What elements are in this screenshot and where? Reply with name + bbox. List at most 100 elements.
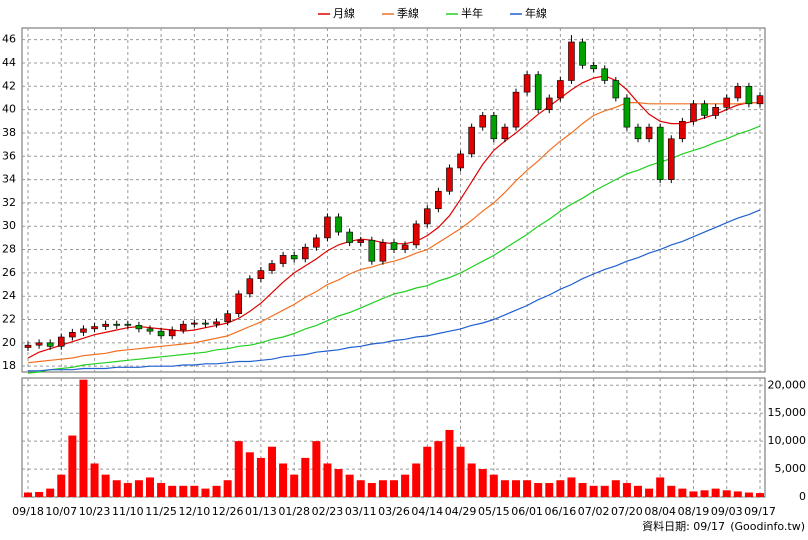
volume-bar	[578, 483, 587, 497]
y-tick-label: 34	[2, 173, 16, 186]
volume-bar	[667, 485, 676, 497]
candle-body	[257, 270, 265, 280]
volume-bar	[545, 483, 554, 497]
candle-body	[446, 167, 453, 192]
candle-body	[656, 126, 664, 180]
y-tick-label: 36	[2, 149, 16, 162]
volume-bar	[256, 457, 265, 497]
x-tick-label: 11/25	[145, 505, 177, 518]
candle-body	[235, 293, 243, 314]
x-tick-label: 01/13	[245, 505, 277, 518]
x-tick-label: 09/17	[744, 505, 776, 518]
candle-body	[268, 263, 276, 271]
y-tick-label: 28	[2, 243, 16, 256]
candle-body	[368, 239, 376, 262]
volume-bar	[279, 463, 288, 497]
candle-body	[634, 126, 642, 140]
x-tick-label: 09/03	[711, 505, 743, 518]
volume-bar	[367, 483, 376, 497]
volume-bar	[201, 488, 210, 497]
volume-bar	[245, 452, 254, 497]
candle-body	[35, 342, 43, 346]
candle-body	[57, 336, 65, 347]
ma-line	[28, 209, 761, 372]
candle-body	[279, 255, 287, 264]
candle-body	[490, 115, 498, 140]
volume-bar	[345, 474, 354, 497]
y-tick-label: 46	[2, 33, 16, 46]
y-tick-label: 22	[2, 313, 16, 326]
candle-body	[590, 65, 597, 70]
volume-bar	[600, 485, 609, 497]
candle-body	[412, 223, 420, 246]
legend-label: 月線	[333, 6, 355, 20]
volume-bar	[445, 429, 454, 497]
volume-bar	[412, 463, 421, 497]
volume-bar	[290, 474, 299, 497]
candle-body	[24, 344, 32, 348]
candle-body	[313, 237, 320, 248]
x-tick-label: 06/01	[511, 505, 543, 518]
x-tick-label: 12/10	[179, 505, 211, 518]
candle-body	[512, 91, 520, 128]
x-tick-label: 03/11	[345, 505, 377, 518]
y-tick-label: 24	[2, 289, 16, 302]
volume-bar	[645, 488, 654, 497]
candle-body	[401, 244, 409, 250]
candle-body	[213, 321, 220, 325]
ma-line	[27, 125, 761, 374]
candle-body	[69, 332, 76, 338]
x-tick-label: 08/19	[678, 505, 710, 518]
candle-body	[301, 246, 309, 260]
candle-body	[224, 313, 231, 323]
candle-body	[179, 323, 187, 331]
candle-body	[712, 106, 719, 116]
volume-bar	[523, 480, 532, 497]
x-tick-label: 01/28	[278, 505, 310, 518]
candle-body	[246, 278, 254, 295]
volume-bar	[323, 463, 332, 497]
candle-body	[468, 126, 475, 155]
legend-label: 半年	[461, 6, 483, 20]
y2-tick-label: 20,000	[768, 378, 807, 391]
volume-bar	[123, 483, 132, 497]
volume-bar	[356, 480, 365, 497]
volume-bar	[301, 457, 310, 497]
y-tick-label: 42	[2, 79, 16, 92]
y2-tick-label: 0	[799, 490, 806, 503]
x-tick-label: 12/26	[212, 505, 244, 518]
volume-bar	[489, 474, 498, 497]
y-tick-label: 26	[2, 266, 16, 279]
candle-body	[756, 95, 764, 105]
candle-body	[113, 323, 121, 326]
y-tick-label: 44	[2, 56, 16, 69]
volume-bar	[223, 480, 232, 497]
volume-bar	[146, 477, 154, 497]
volume-bar	[423, 446, 432, 497]
volume-bar	[756, 493, 764, 497]
volume-bar	[733, 491, 742, 497]
volume-bar	[744, 492, 753, 497]
x-tick-label: 07/02	[578, 505, 610, 518]
volume-bar	[534, 483, 543, 497]
volume-bar	[589, 485, 598, 497]
candle-body	[202, 322, 209, 325]
volume-bar	[500, 480, 509, 497]
volume-bar	[134, 480, 143, 497]
x-tick-label: 10/23	[79, 505, 111, 518]
volume-bar	[700, 490, 709, 497]
candle-body	[734, 86, 742, 99]
volume-bar	[622, 483, 631, 497]
y-tick-label: 38	[2, 126, 16, 139]
x-tick-label: 06/16	[545, 505, 577, 518]
volume-bar	[401, 474, 410, 497]
candle-body	[346, 231, 353, 243]
candle-body	[545, 97, 553, 110]
volume-bar	[79, 379, 88, 497]
volume-panel	[21, 377, 766, 498]
x-tick-label: 02/23	[312, 505, 344, 518]
candle-body	[423, 208, 431, 225]
y2-tick-label: 15,000	[768, 406, 807, 419]
candle-body	[723, 97, 731, 108]
x-tick-label: 10/07	[45, 505, 77, 518]
